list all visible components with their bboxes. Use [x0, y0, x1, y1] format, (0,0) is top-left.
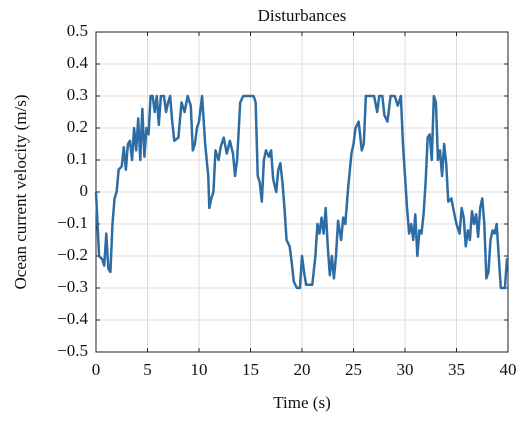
data-line — [94, 94, 509, 290]
x-tick-label: 10 — [191, 360, 208, 379]
chart-title: Disturbances — [258, 6, 347, 25]
y-tick-label: 0 — [80, 181, 89, 200]
x-tick-label: 15 — [242, 360, 259, 379]
x-tick-label: 25 — [345, 360, 362, 379]
x-tick-label: 0 — [92, 360, 101, 379]
y-axis-title: Ocean current velocity (m/s) — [11, 95, 30, 290]
y-tick-label: 0.3 — [67, 85, 88, 104]
x-tick-label: 20 — [294, 360, 311, 379]
y-tick-label: 0.5 — [67, 21, 88, 40]
x-axis-title: Time (s) — [273, 393, 330, 412]
y-tick-label: 0.4 — [67, 53, 89, 72]
y-tick-label: 0.2 — [67, 117, 88, 136]
y-tick-label: −0.4 — [57, 309, 88, 328]
y-tick-label: −0.2 — [57, 245, 88, 264]
x-tick-label: 35 — [448, 360, 465, 379]
x-tick-label: 40 — [500, 360, 517, 379]
y-tick-label: −0.3 — [57, 277, 88, 296]
x-tick-label: 5 — [143, 360, 152, 379]
x-tick-label: 30 — [397, 360, 414, 379]
y-tick-label: 0.1 — [67, 149, 88, 168]
y-tick-label: −0.5 — [57, 341, 88, 360]
y-tick-label: −0.1 — [57, 213, 88, 232]
